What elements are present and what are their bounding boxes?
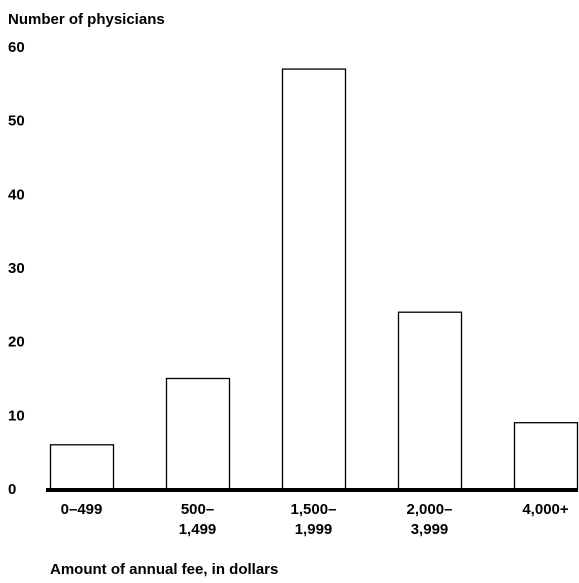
- y-ticks: 0 10 20 30 40 50 60: [8, 39, 25, 498]
- bar: [49, 444, 115, 490]
- y-tick-label: 30: [8, 260, 25, 277]
- bar: [165, 377, 231, 490]
- y-axis-title: Number of physicians: [8, 11, 165, 28]
- x-tick-label-line2: 1,499: [179, 521, 217, 538]
- bar: [397, 311, 463, 490]
- x-tick-label: 2,000–: [407, 501, 453, 518]
- x-tick-label: 0–499: [61, 501, 103, 518]
- x-tick-label: 4,000+: [522, 501, 569, 518]
- x-axis-title: Amount of annual fee, in dollars: [50, 561, 278, 578]
- x-tick-label-line2: 1,999: [295, 521, 333, 538]
- x-tick-label: 500–: [181, 501, 214, 518]
- bar: [513, 422, 579, 490]
- y-tick-label: 50: [8, 113, 25, 130]
- y-tick-label: 0: [8, 481, 16, 498]
- x-tick-label-line2: 3,999: [411, 521, 449, 538]
- x-ticks: 0–499 500– 1,499 1,500– 1,999 2,000– 3,999 4,00…: [61, 501, 569, 538]
- bars: [49, 68, 579, 490]
- y-tick-label: 10: [8, 407, 25, 424]
- y-tick-label: 20: [8, 334, 25, 351]
- y-tick-label: 40: [8, 186, 25, 203]
- x-tick-label: 1,500–: [291, 501, 337, 518]
- bar: [281, 68, 347, 490]
- y-tick-label: 60: [8, 39, 25, 56]
